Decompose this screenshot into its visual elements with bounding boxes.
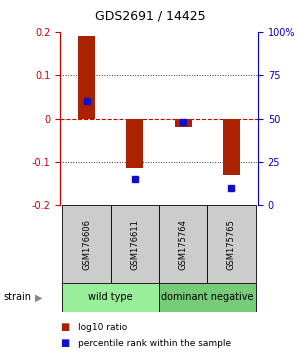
Bar xyxy=(159,205,207,283)
Bar xyxy=(78,36,95,119)
Bar xyxy=(159,283,256,312)
Text: strain: strain xyxy=(3,292,31,302)
Text: percentile rank within the sample: percentile rank within the sample xyxy=(78,339,231,348)
Bar xyxy=(111,205,159,283)
Text: GSM175764: GSM175764 xyxy=(178,219,188,270)
Text: wild type: wild type xyxy=(88,292,133,302)
Bar xyxy=(62,283,159,312)
Text: GSM176611: GSM176611 xyxy=(130,219,140,270)
Bar xyxy=(207,205,256,283)
Text: ■: ■ xyxy=(60,322,69,332)
Bar xyxy=(126,119,143,169)
Bar xyxy=(223,119,240,175)
Text: GDS2691 / 14425: GDS2691 / 14425 xyxy=(95,10,205,22)
Text: dominant negative: dominant negative xyxy=(161,292,254,302)
Bar xyxy=(175,119,192,127)
Text: ▶: ▶ xyxy=(35,292,43,302)
Text: GSM176606: GSM176606 xyxy=(82,219,91,270)
Text: log10 ratio: log10 ratio xyxy=(78,323,127,332)
Text: ■: ■ xyxy=(60,338,69,348)
Text: GSM175765: GSM175765 xyxy=(227,219,236,270)
Bar xyxy=(62,205,111,283)
